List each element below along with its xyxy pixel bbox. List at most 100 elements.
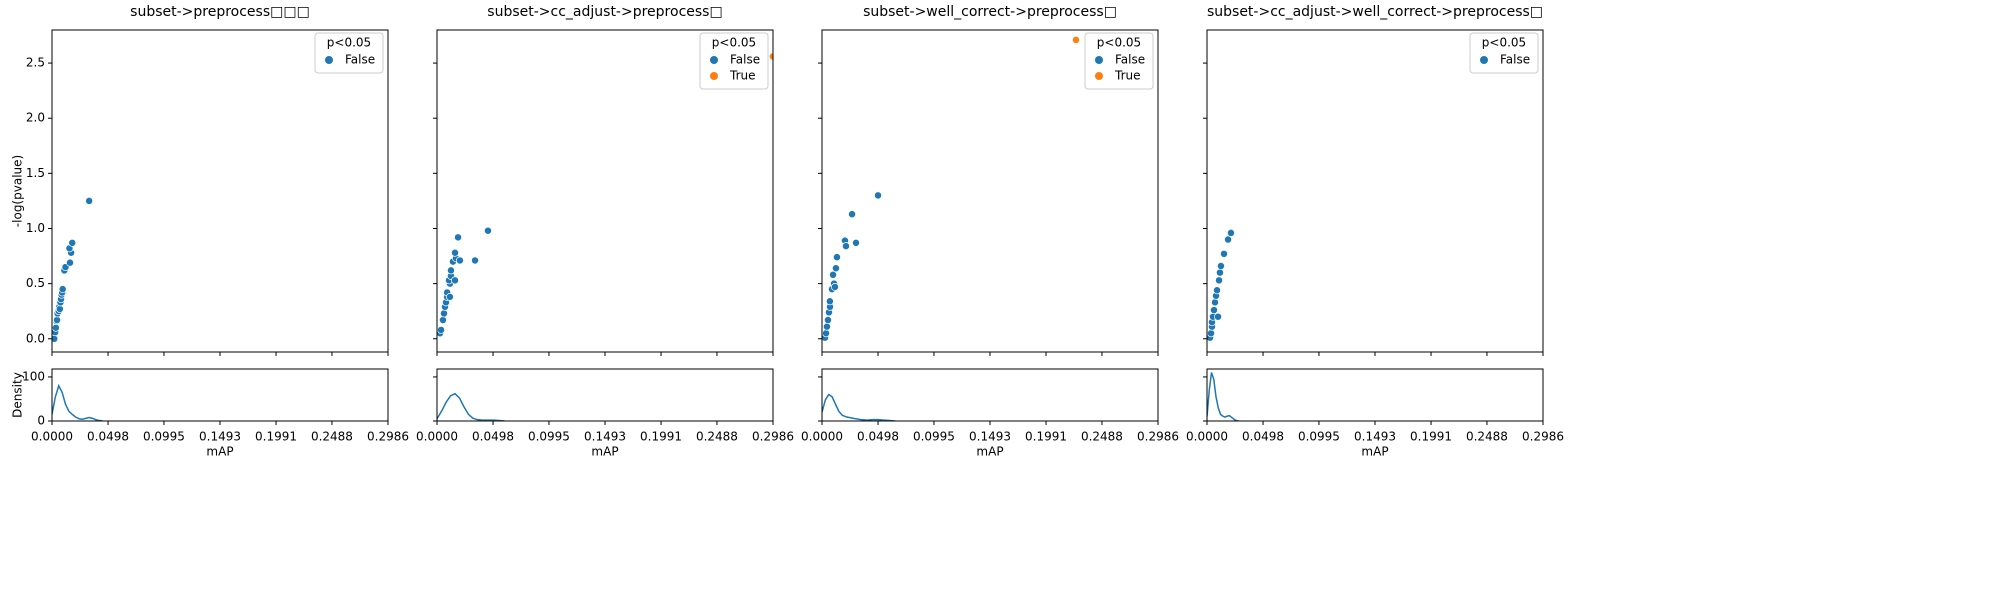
scatter-point [822,329,831,338]
y-tick-label: 1.0 [26,221,45,235]
scatter-point [68,238,77,247]
panel-title: subset->cc_adjust->preprocess□ [487,4,722,20]
density-line [52,383,103,421]
x-axis-label: mAP [591,445,618,459]
scatter-point [1220,249,1228,258]
legend-title: p<0.05 [1482,36,1526,50]
panel-title: subset->cc_adjust->well_correct->preproc… [1207,4,1543,20]
x-tick-label: 0.1493 [584,430,626,444]
scatter-point [830,282,839,291]
density-y-tick-label: 0 [37,414,45,428]
y-tick-label: 2.0 [26,111,45,125]
x-tick-label: 0.1991 [1025,430,1067,444]
y-tick-label: 2.5 [26,56,45,70]
legend-label: False [1500,53,1530,67]
x-tick-label: 0.2986 [367,430,409,444]
x-tick-label: 0.0498 [1242,430,1284,444]
x-tick-label: 0.0498 [472,430,514,444]
scatter-point [456,256,464,265]
x-axis-label: mAP [206,445,233,459]
legend-label: False [730,53,760,67]
axes-frame [1206,29,1544,353]
density-axes-frame [436,368,774,422]
x-tick-label: 0.0498 [87,430,129,444]
x-tick-label: 0.2986 [1137,430,1179,444]
scatter-point [447,266,455,275]
x-axis-label: mAP [1361,445,1388,459]
density-y-axis-label: Density [11,372,25,418]
x-tick-label: 0.0995 [143,430,185,444]
scatter-point [1215,276,1223,285]
legend-label: False [345,53,375,67]
scatter-point [1213,286,1221,295]
y-tick-label: 1.5 [26,166,45,180]
legend-box [314,32,384,74]
density-axes-frame [51,368,389,422]
scatter-point [848,210,856,219]
x-tick-label: 0.0000 [416,430,458,444]
x-tick-label: 0.0995 [528,430,570,444]
legend-label: False [1115,53,1145,67]
scatter-point [451,276,459,285]
x-tick-label: 0.1493 [1354,430,1396,444]
x-tick-label: 0.2986 [1522,430,1564,444]
legend-marker [710,56,718,64]
x-tick-label: 0.2488 [696,430,738,444]
x-tick-label: 0.1991 [255,430,297,444]
x-tick-label: 0.2488 [1466,430,1508,444]
scatter-point [1210,306,1218,315]
density-axes-frame [821,368,1159,422]
legend-label: True [1114,69,1141,83]
axes-frame [821,29,1159,353]
y-axis-label: -log(pvalue) [11,155,25,227]
scatter-point [66,258,74,267]
scatter-point [1217,262,1225,270]
legend-marker [1095,56,1103,64]
scatter-point [824,316,832,324]
scatter-point [874,191,882,200]
x-tick-label: 0.2488 [311,430,353,444]
legend-marker [710,72,718,80]
scatter-point [53,316,62,324]
scatter-point [1224,235,1232,244]
legend-title: p<0.05 [712,36,756,50]
legend-marker [1480,56,1488,64]
axes-frame [436,29,774,353]
x-axis-label: mAP [976,445,1003,459]
x-tick-label: 0.0000 [1186,430,1228,444]
x-tick-label: 0.0000 [31,430,73,444]
scatter-point [829,270,837,279]
scatter-point [451,248,459,257]
legend-marker [325,56,333,64]
scatter-point [58,285,67,294]
panel-title: subset->preprocess□□□ [130,4,310,20]
scatter-point [1072,35,1080,44]
x-tick-label: 0.1991 [640,430,682,444]
legend-marker [1095,72,1103,80]
axes-frame [51,29,389,353]
x-tick-label: 0.1991 [1410,430,1452,444]
scatter-point [439,316,447,324]
x-tick-label: 0.2986 [752,430,794,444]
scatter-point [85,196,94,205]
scatter-point [1215,268,1224,277]
x-tick-label: 0.1493 [969,430,1011,444]
scatter-point [437,325,446,334]
scatter-point [1207,329,1216,338]
y-tick-label: 0.0 [26,331,45,345]
x-tick-label: 0.0995 [1298,430,1340,444]
density-axes-frame [1206,368,1544,422]
density-line [437,392,505,421]
density-y-tick-label: 100 [22,369,45,383]
density-line [1207,372,1239,421]
density-line [822,393,896,421]
scatter-point [823,322,831,331]
scatter-point [445,292,454,301]
panel-title: subset->well_correct->preprocess□ [863,4,1117,20]
y-tick-label: 0.5 [26,276,45,290]
legend-title: p<0.05 [1097,36,1141,50]
scatter-point [832,264,840,273]
x-tick-label: 0.0995 [913,430,955,444]
scatter-point [852,238,860,247]
